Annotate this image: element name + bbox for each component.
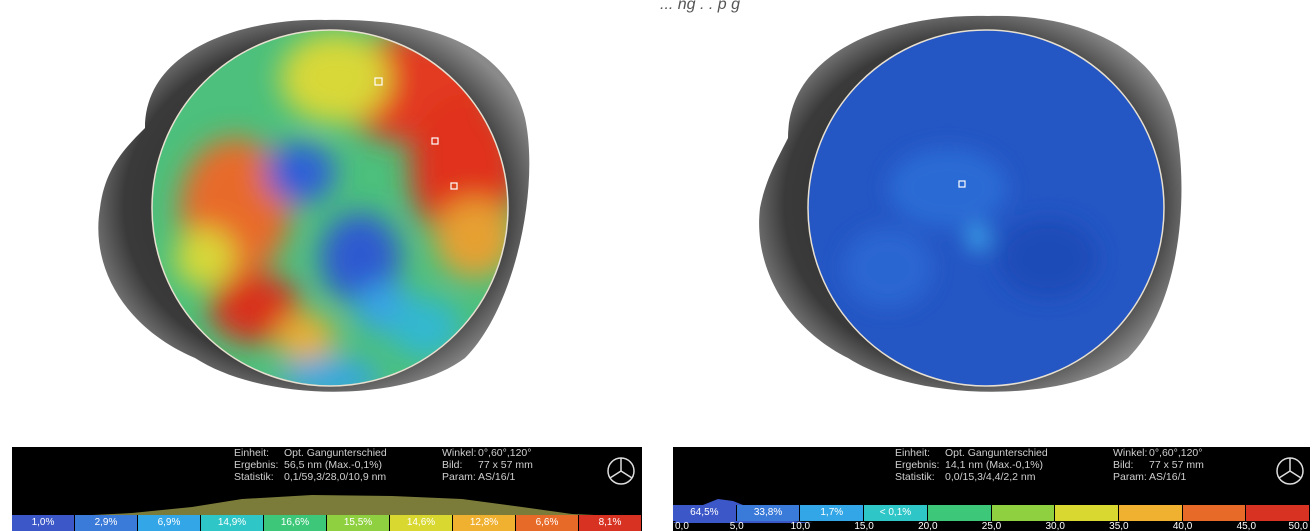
einheit-label: Einheit: — [234, 447, 270, 459]
scale-segment: 64,5% — [673, 505, 737, 521]
scale-tick-label: 45,0 — [1236, 521, 1257, 531]
pie-chart-icon[interactable] — [606, 456, 636, 486]
scale-tick-label: 40,0 — [1172, 521, 1193, 531]
info-bar-right: Einheit: Opt. Gangunterschied Ergebnis: 14… — [673, 447, 1310, 531]
scale-tick-label: 0,0 — [675, 521, 689, 531]
scale-segment: 33,8% — [736, 505, 801, 521]
measurement-circle-left — [151, 29, 509, 387]
scale-segment: 12,8% — [453, 515, 516, 531]
ergebnis-value: 14,1 nm (Max.-0,1%) — [945, 459, 1044, 471]
param-label: Param: — [442, 471, 476, 483]
scale-segment: 14,9% — [201, 515, 264, 531]
bild-value: 77 x 57 mm — [1149, 459, 1204, 471]
scale-segment: 2,9% — [75, 515, 138, 531]
scale-segment — [1118, 505, 1183, 521]
scale-tick-label: 5,0 — [729, 521, 744, 531]
marker-left-2 — [431, 137, 439, 145]
bild-value: 77 x 57 mm — [478, 459, 533, 471]
winkel-label: Winkel: — [442, 447, 477, 459]
color-scale-left: 1,0% 2,9% 6,9% 14,9% 16,6% 15,5% 14,6% 12,8% 6,6… — [12, 515, 642, 531]
ergebnis-label: Ergebnis: — [895, 459, 940, 471]
measurement-circle-right — [807, 29, 1165, 387]
scale-tick-label: 20,0 — [918, 521, 938, 531]
einheit-value: Opt. Gangunterschied — [284, 447, 387, 459]
scale-segment: 15,5% — [327, 515, 390, 531]
scale-segment: 1,7% — [800, 505, 865, 521]
pie-chart-icon[interactable] — [1275, 456, 1305, 486]
scale-segment — [1182, 505, 1247, 521]
scale-segment — [927, 505, 992, 521]
image-info-right: Winkel: 0°,60°,120° Bild: 77 x 57 mm Param… — [1113, 447, 1204, 483]
measurement-info-left: Einheit: Opt. Gangunterschied Ergebnis: 56… — [234, 447, 387, 483]
scale-tick-label: 10,0 — [790, 521, 811, 531]
stress-map-right — [748, 8, 1188, 393]
marker-left-3 — [450, 182, 458, 190]
bild-label: Bild: — [442, 459, 463, 471]
stress-color-field-right — [808, 30, 1164, 386]
scale-tick-label: 25,0 — [981, 521, 1002, 531]
scale-segment: 16,6% — [264, 515, 327, 531]
statistik-label: Statistik: — [234, 471, 274, 483]
scale-segment — [1055, 505, 1119, 521]
info-bar-left: Einheit: Opt. Gangunterschied Ergebnis: 56… — [12, 447, 642, 531]
color-scale-right: 64,5% 33,8% 1,7% < 0,1% — [673, 505, 1310, 521]
scale-segment: 8,1% — [579, 515, 642, 531]
scale-ticks-right: 0,0 5,0 10,0 15,0 20,0 25,0 30,0 35,0 40,0 45,0 50… — [673, 521, 1310, 531]
marker-left-1 — [374, 77, 383, 86]
statistik-value: 0,0/15,3/4,4/2,2 nm — [945, 471, 1036, 483]
scale-tick-label: 30,0 — [1045, 521, 1065, 531]
scale-segment: 14,6% — [390, 515, 453, 531]
measurement-info-right: Einheit: Opt. Gangunterschied Ergebnis: 14… — [895, 447, 1048, 483]
scale-tick-label: 50,0 — [1288, 521, 1308, 531]
statistik-value: 0,1/59,3/28,0/10,9 nm — [284, 471, 387, 483]
histogram-left — [12, 495, 642, 517]
winkel-value: 0°,60°,120° — [478, 447, 532, 459]
winkel-label: Winkel: — [1113, 447, 1148, 459]
einheit-label: Einheit: — [895, 447, 931, 459]
statistik-label: Statistik: — [895, 471, 935, 483]
scale-segment: 6,9% — [138, 515, 201, 531]
ergebnis-label: Ergebnis: — [234, 459, 279, 471]
param-label: Param: — [1113, 471, 1147, 483]
einheit-value: Opt. Gangunterschied — [945, 447, 1048, 459]
scale-segment — [1246, 505, 1310, 521]
stress-color-field-left — [152, 30, 508, 386]
scale-segment: 6,6% — [516, 515, 579, 531]
param-value: AS/16/1 — [478, 471, 516, 483]
image-info-left: Winkel: 0°,60°,120° Bild: 77 x 57 mm Param… — [442, 447, 533, 483]
marker-right-1 — [958, 180, 966, 188]
bild-label: Bild: — [1113, 459, 1134, 471]
ergebnis-value: 56,5 nm (Max.-0,1%) — [284, 459, 383, 471]
scale-tick-label: 15,0 — [854, 521, 874, 531]
figure-caption: ... ng . . p g — [660, 0, 741, 13]
winkel-value: 0°,60°,120° — [1149, 447, 1203, 459]
scale-segment: < 0,1% — [864, 505, 928, 521]
scale-segment — [991, 505, 1056, 521]
scale-tick-label: 35,0 — [1109, 521, 1129, 531]
param-value: AS/16/1 — [1149, 471, 1187, 483]
scale-segment: 1,0% — [12, 515, 75, 531]
stress-map-left — [85, 8, 555, 393]
